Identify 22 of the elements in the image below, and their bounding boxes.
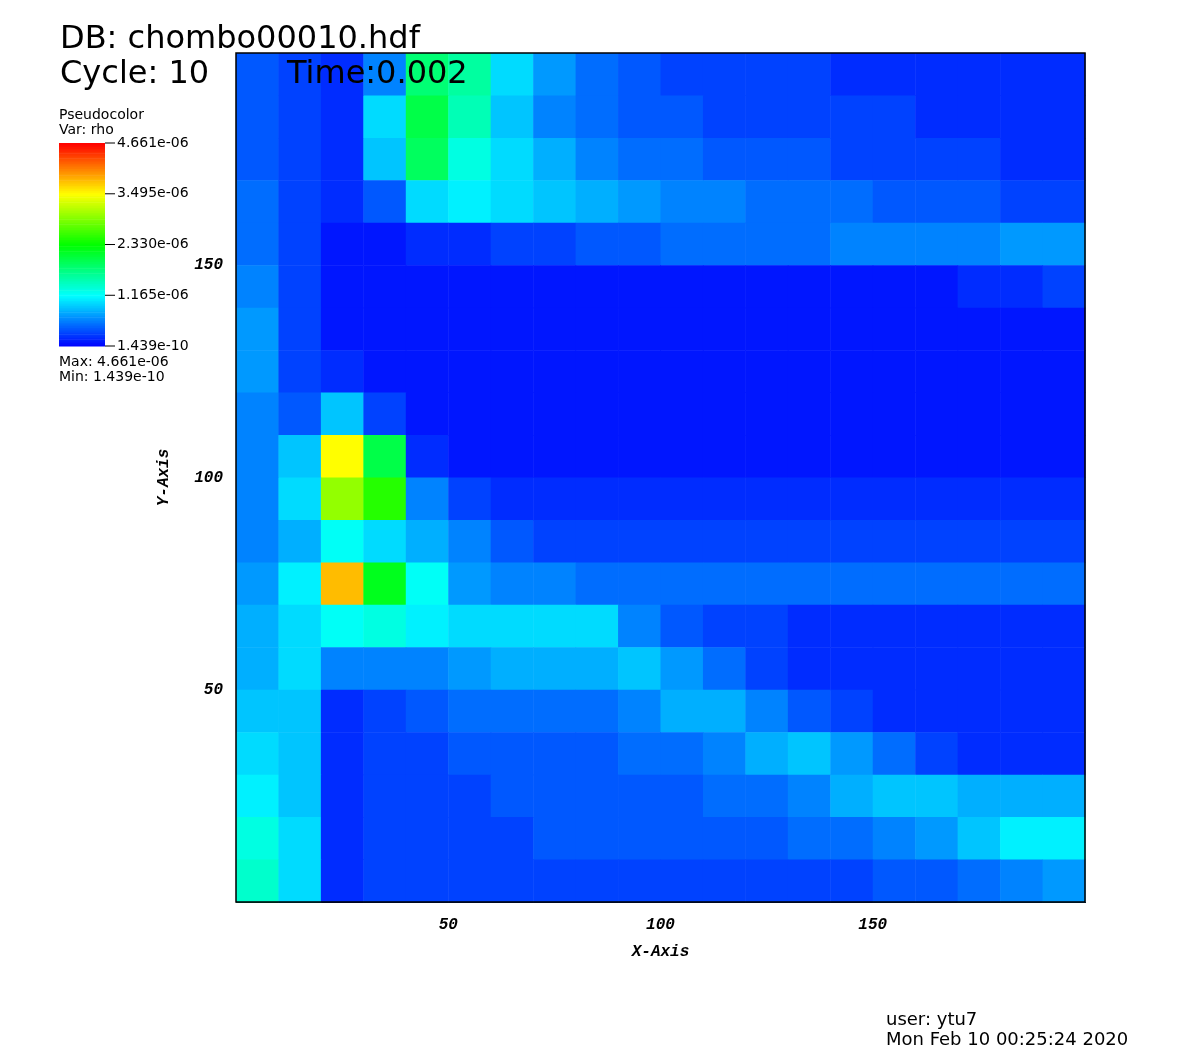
- text: Cycle: 10: [60, 53, 210, 91]
- text: user: ytu7: [886, 1008, 978, 1029]
- y-axis-title: Y-Axis: [154, 448, 173, 507]
- text: Min: 1.439e-10: [59, 368, 165, 384]
- y-tick-label: 50: [203, 680, 224, 699]
- color-bar-label: 1.439e-10: [117, 336, 189, 353]
- y-tick-label: 100: [194, 468, 224, 487]
- color-bar-label: 1.165e-06: [117, 285, 189, 302]
- text: Max: 4.661e-06: [59, 353, 169, 369]
- x-tick-label: 50: [438, 915, 459, 934]
- x-tick-label: 100: [646, 915, 676, 934]
- color-bar-label: 2.330e-06: [117, 235, 189, 252]
- text: Mon Feb 10 00:25:24 2020: [886, 1028, 1129, 1049]
- color-bar-label: 3.495e-06: [117, 184, 189, 201]
- chart-title: DB: chombo00010.hdf: [60, 18, 421, 56]
- color-bar-label: 4.661e-06: [117, 133, 189, 150]
- y-tick-label: 150: [194, 256, 224, 275]
- legend-title: Pseudocolor: [59, 106, 145, 122]
- x-axis-title: X-Axis: [630, 943, 690, 962]
- annotation: Time:0.002: [286, 53, 468, 91]
- color-bar-title: Var: rho: [59, 121, 114, 137]
- x-tick-label: 150: [858, 915, 888, 934]
